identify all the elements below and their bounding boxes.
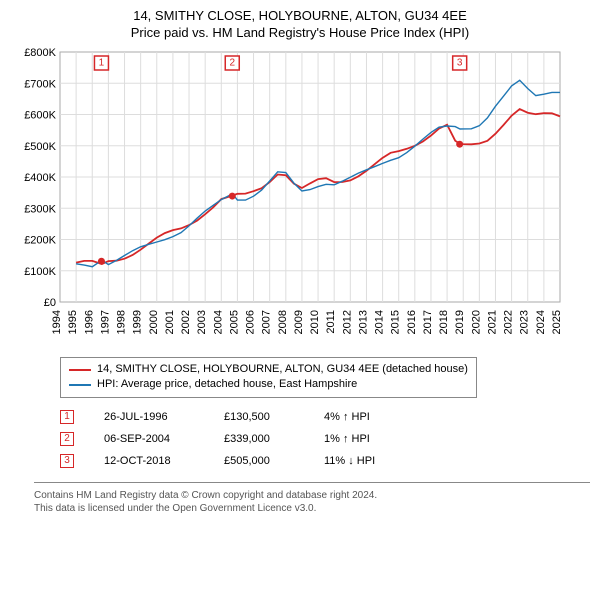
sale-hpi-diff: 1% ↑ HPI xyxy=(324,433,414,445)
x-tick-label: 2000 xyxy=(148,310,160,334)
x-tick-label: 2002 xyxy=(180,310,192,334)
footer-line-1: Contains HM Land Registry data © Crown c… xyxy=(34,489,590,502)
y-tick-label: £700K xyxy=(24,78,56,90)
x-tick-label: 2014 xyxy=(374,310,386,334)
y-tick-label: £400K xyxy=(24,172,56,184)
x-tick-label: 2021 xyxy=(486,310,498,334)
x-tick-label: 2017 xyxy=(422,310,434,334)
x-tick-label: 2018 xyxy=(438,310,450,334)
chart-container: 14, SMITHY CLOSE, HOLYBOURNE, ALTON, GU3… xyxy=(0,0,600,523)
chart-subtitle: Price paid vs. HM Land Registry's House … xyxy=(10,25,590,40)
x-tick-label: 1998 xyxy=(116,310,128,334)
legend-row: 14, SMITHY CLOSE, HOLYBOURNE, ALTON, GU3… xyxy=(69,362,468,377)
x-tick-label: 2009 xyxy=(293,310,305,334)
x-tick-label: 1997 xyxy=(99,310,111,334)
sale-row: 3 12-OCT-2018 £505,000 11% ↓ HPI xyxy=(60,450,590,472)
x-tick-label: 2011 xyxy=(325,310,337,334)
x-tick-label: 2010 xyxy=(309,310,321,334)
sale-marker-number: 3 xyxy=(457,58,463,69)
x-tick-label: 2008 xyxy=(277,310,289,334)
sale-point-dot xyxy=(229,193,236,200)
chart-title-address: 14, SMITHY CLOSE, HOLYBOURNE, ALTON, GU3… xyxy=(10,8,590,23)
y-tick-label: £200K xyxy=(24,235,56,247)
x-tick-label: 1996 xyxy=(83,310,95,334)
sale-date: 26-JUL-1996 xyxy=(104,411,194,423)
sale-price: £505,000 xyxy=(224,455,294,467)
sale-marker-number: 2 xyxy=(229,58,235,69)
x-tick-label: 2020 xyxy=(470,310,482,334)
x-tick-label: 2001 xyxy=(164,310,176,334)
legend: 14, SMITHY CLOSE, HOLYBOURNE, ALTON, GU3… xyxy=(60,357,477,398)
legend-label: 14, SMITHY CLOSE, HOLYBOURNE, ALTON, GU3… xyxy=(97,362,468,377)
x-tick-label: 2022 xyxy=(503,310,515,334)
x-tick-label: 2023 xyxy=(519,310,531,334)
x-tick-label: 2005 xyxy=(228,310,240,334)
legend-swatch xyxy=(69,369,91,371)
x-tick-label: 2015 xyxy=(390,310,402,334)
sale-hpi-diff: 4% ↑ HPI xyxy=(324,411,414,423)
legend-label: HPI: Average price, detached house, East… xyxy=(97,377,357,392)
line-chart-svg: £0 £100K £200K £300K £400K £500K £600K £700K £80… xyxy=(10,46,570,346)
x-tick-label: 2016 xyxy=(406,310,418,334)
footer-attribution: Contains HM Land Registry data © Crown c… xyxy=(34,482,590,523)
x-tick-label: 2013 xyxy=(357,310,369,334)
legend-row: HPI: Average price, detached house, East… xyxy=(69,377,468,392)
y-tick-label: £500K xyxy=(24,141,56,153)
x-tick-label: 1999 xyxy=(132,310,144,334)
x-tick-label: 2006 xyxy=(245,310,257,334)
footer-line-2: This data is licensed under the Open Gov… xyxy=(34,502,590,515)
x-tick-label: 2007 xyxy=(261,310,273,334)
sale-row: 2 06-SEP-2004 £339,000 1% ↑ HPI xyxy=(60,428,590,450)
y-tick-label: £0 xyxy=(44,297,56,309)
y-tick-label: £800K xyxy=(24,47,56,59)
y-tick-label: £600K xyxy=(24,110,56,122)
x-tick-label: 2025 xyxy=(551,310,563,334)
sale-date: 12-OCT-2018 xyxy=(104,455,194,467)
sale-date: 06-SEP-2004 xyxy=(104,433,194,445)
x-tick-label: 2012 xyxy=(341,310,353,334)
x-tick-label: 2003 xyxy=(196,310,208,334)
x-tick-label: 2024 xyxy=(535,310,547,334)
x-tick-label: 1995 xyxy=(67,310,79,334)
y-tick-label: £100K xyxy=(24,266,56,278)
sale-price: £130,500 xyxy=(224,411,294,423)
sale-marker-number: 1 xyxy=(99,58,105,69)
sale-point-dot xyxy=(456,141,463,148)
sale-marker: 1 xyxy=(60,410,74,424)
x-tick-label: 2004 xyxy=(212,310,224,334)
x-tick-label: 2019 xyxy=(454,310,466,334)
y-tick-label: £300K xyxy=(24,203,56,215)
sale-hpi-diff: 11% ↓ HPI xyxy=(324,455,414,467)
chart-area: £0 £100K £200K £300K £400K £500K £600K £700K £80… xyxy=(10,46,590,351)
sale-row: 1 26-JUL-1996 £130,500 4% ↑ HPI xyxy=(60,406,590,428)
sales-table: 1 26-JUL-1996 £130,500 4% ↑ HPI 2 06-SEP-2004… xyxy=(60,406,590,472)
x-tick-label: 1994 xyxy=(51,310,63,334)
sale-marker: 2 xyxy=(60,432,74,446)
sale-marker: 3 xyxy=(60,454,74,468)
sale-price: £339,000 xyxy=(224,433,294,445)
sale-point-dot xyxy=(98,258,105,265)
title-block: 14, SMITHY CLOSE, HOLYBOURNE, ALTON, GU3… xyxy=(10,8,590,40)
legend-swatch xyxy=(69,384,91,386)
